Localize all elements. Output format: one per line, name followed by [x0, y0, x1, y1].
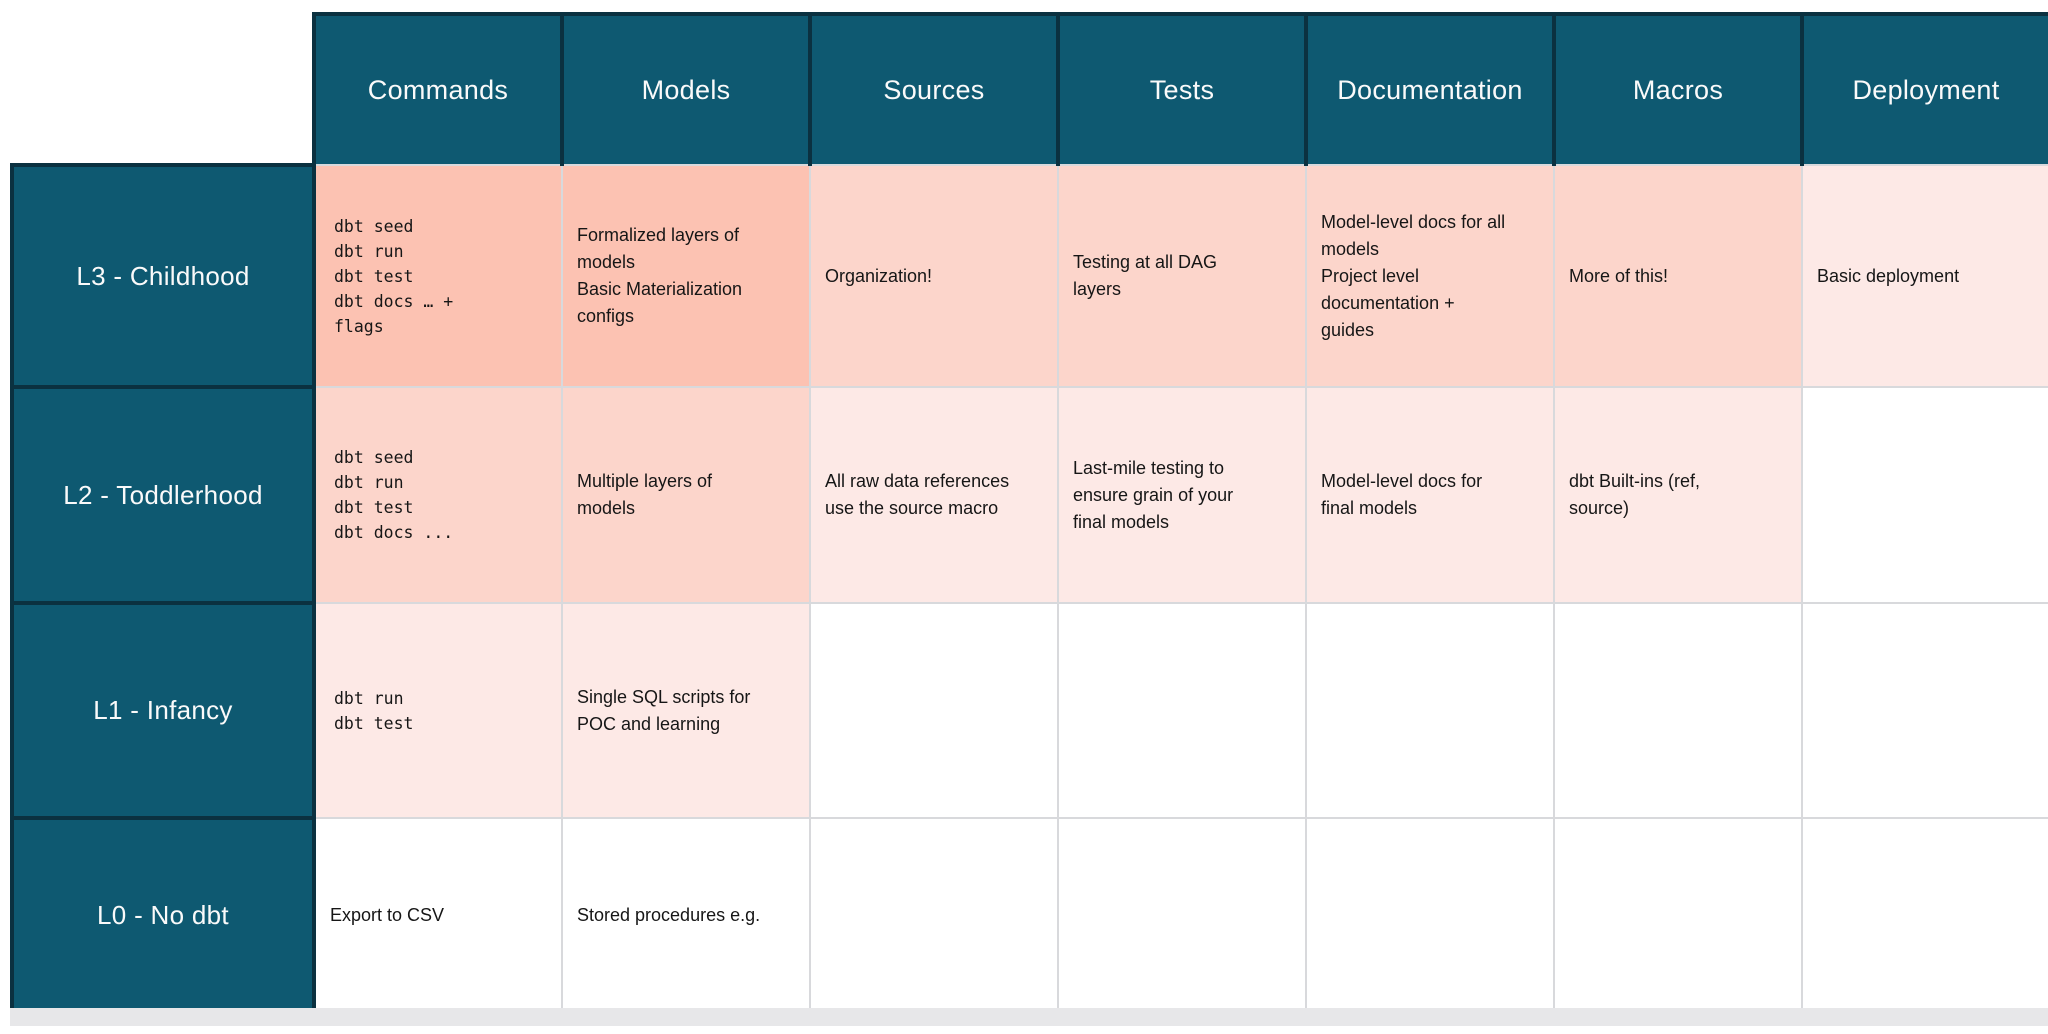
cell-l0-models: Stored procedures e.g.	[561, 817, 811, 1013]
row-header-l3-childhood: L3 - Childhood	[10, 163, 316, 389]
row-header-l0-no-dbt: L0 - No dbt	[10, 816, 316, 1014]
cell-l3-tests: Testing at all DAG layers	[1057, 164, 1307, 388]
column-header-deployment: Deployment	[1800, 12, 2048, 166]
cell-l1-tests	[1057, 602, 1307, 819]
cell-l2-macros: dbt Built-ins (ref, source)	[1553, 386, 1803, 604]
cell-l3-deployment: Basic deployment	[1801, 164, 2048, 388]
column-header-commands: Commands	[312, 12, 564, 166]
cell-l1-commands: dbt run dbt test	[313, 602, 563, 819]
dbt-maturity-table: Commands Models Sources Tests Documentat…	[10, 12, 2048, 1014]
cell-l1-models: Single SQL scripts for POC and learning	[561, 602, 811, 819]
cell-l3-commands: dbt seed dbt run dbt test dbt docs … + f…	[313, 164, 563, 388]
bottom-divider-bar	[10, 1008, 2048, 1026]
cell-l2-tests: Last-mile testing to ensure grain of you…	[1057, 386, 1307, 604]
column-header-sources: Sources	[808, 12, 1060, 166]
cell-l2-sources: All raw data references use the source m…	[809, 386, 1059, 604]
cell-l3-documentation: Model-level docs for all models Project …	[1305, 164, 1555, 388]
cell-l0-macros	[1553, 817, 1803, 1013]
cell-l0-documentation	[1305, 817, 1555, 1013]
cell-l1-sources	[809, 602, 1059, 819]
cell-l0-commands: Export to CSV	[313, 817, 563, 1013]
cell-l3-models: Formalized layers of models Basic Materi…	[561, 164, 811, 388]
row-header-l1-infancy: L1 - Infancy	[10, 601, 316, 820]
cell-l3-sources: Organization!	[809, 164, 1059, 388]
cell-l0-sources	[809, 817, 1059, 1013]
cell-l2-models: Multiple layers of models	[561, 386, 811, 604]
column-header-documentation: Documentation	[1304, 12, 1556, 166]
cell-l2-deployment	[1801, 386, 2048, 604]
corner-spacer	[12, 14, 314, 165]
column-header-models: Models	[560, 12, 812, 166]
cell-l1-documentation	[1305, 602, 1555, 819]
cell-l2-documentation: Model-level docs for final models	[1305, 386, 1555, 604]
cell-l0-tests	[1057, 817, 1307, 1013]
cell-l1-macros	[1553, 602, 1803, 819]
cell-l3-macros: More of this!	[1553, 164, 1803, 388]
column-header-macros: Macros	[1552, 12, 1804, 166]
cell-l1-deployment	[1801, 602, 2048, 819]
column-header-tests: Tests	[1056, 12, 1308, 166]
cell-l2-commands: dbt seed dbt run dbt test dbt docs ...	[313, 386, 563, 604]
row-header-l2-toddlerhood: L2 - Toddlerhood	[10, 385, 316, 605]
cell-l0-deployment	[1801, 817, 2048, 1013]
